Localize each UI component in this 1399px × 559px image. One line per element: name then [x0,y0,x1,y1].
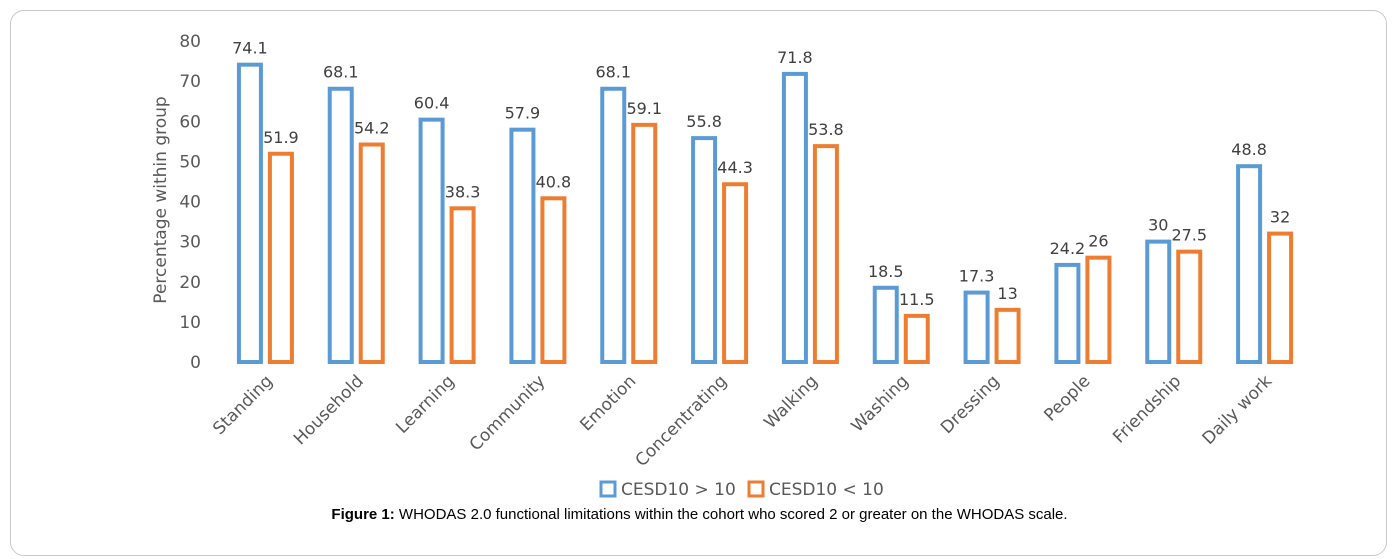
x-tick-label: Walking [760,371,822,433]
figure-caption: Figure 1: WHODAS 2.0 functional limitati… [0,506,1399,523]
data-label: 55.8 [686,112,722,131]
bar-cesd-low [812,144,839,364]
bar-cesd-high [1054,262,1081,364]
data-label: 18.5 [868,262,904,281]
bar-cesd-low [1176,249,1203,364]
caption-label: Figure 1: [331,506,395,523]
x-tick-label: Washing [848,371,913,436]
y-tick-label: 20 [179,273,201,293]
x-tick-label: Concentrating [632,371,731,470]
bar-cesd-low [903,313,930,365]
bar-cesd-low [722,182,749,364]
x-tick-label: Dressing [937,371,1004,438]
data-label: 74.1 [232,39,268,58]
bar-cesd-high [327,86,354,364]
legend-label: CESD10 < 10 [769,480,884,500]
x-tick-label: Household [290,371,368,449]
bar-cesd-low [449,206,476,364]
bar-cesd-high [1145,239,1172,364]
bar-cesd-low [1085,255,1112,364]
y-tick-label: 0 [190,353,201,373]
bar-cesd-high [872,285,899,364]
data-label: 44.3 [717,158,753,177]
bar-cesd-high [418,117,445,364]
data-label: 71.8 [777,48,813,67]
data-label: 51.9 [263,128,299,147]
data-label: 48.8 [1231,140,1267,159]
legend-label: CESD10 > 10 [621,480,736,500]
y-tick-label: 60 [179,112,201,132]
y-tick-label: 50 [179,152,201,172]
y-tick-label: 80 [179,32,201,52]
bar-cesd-low [1267,231,1294,364]
x-tick-label: Daily work [1199,371,1277,449]
bar-cesd-low [267,151,294,364]
figure-frame [10,10,1387,556]
y-tick-label: 70 [179,72,201,92]
data-label: 60.4 [414,94,450,113]
x-tick-label: Learning [392,371,458,437]
data-label: 24.2 [1050,239,1086,258]
bar-cesd-high [509,127,536,364]
data-label: 17.3 [959,267,995,286]
caption-text: WHODAS 2.0 functional limitations within… [394,506,1068,523]
data-label: 68.1 [595,63,631,82]
bar-cesd-high [781,71,808,364]
y-tick-label: 10 [179,313,201,333]
data-label: 57.9 [505,104,541,123]
data-label: 11.5 [899,290,935,309]
x-tick-label: People [1040,371,1094,425]
legend: CESD10 > 10 CESD10 < 10 [599,480,884,500]
data-label: 53.8 [808,120,844,139]
data-label: 68.1 [323,63,359,82]
data-label: 32 [1270,208,1290,227]
data-label: 30 [1148,216,1168,235]
y-tick-label: 30 [179,233,201,253]
bar-cesd-high [1236,164,1263,364]
bar-cesd-low [358,142,385,364]
x-tick-label: Friendship [1109,371,1185,447]
data-label: 40.8 [536,172,572,191]
bar-cesd-low [631,122,658,364]
bar-cesd-low [994,307,1021,364]
bar-cesd-low [540,196,567,364]
y-tick-label: 40 [179,193,201,213]
x-tick-label: Standing [209,371,277,439]
data-label: 59.1 [626,99,662,118]
bar-cesd-high [236,62,263,365]
bar-cesd-high [600,86,627,364]
bar-chart: Percentage within group 0 10 20 30 40 50 60 70 8… [151,32,1294,500]
data-label: 13 [997,284,1017,303]
data-label: 38.3 [445,182,481,201]
legend-swatch [747,480,765,498]
data-label: 54.2 [354,119,390,138]
bar-cesd-high [963,290,990,364]
legend-swatch [599,480,617,498]
x-tick-label: Community [466,371,550,455]
bar-cesd-high [691,136,718,364]
data-label: 27.5 [1171,226,1207,245]
data-label: 26 [1088,232,1108,251]
y-axis-label: Percentage within group [151,96,171,303]
x-tick-label: Emotion [576,371,640,435]
